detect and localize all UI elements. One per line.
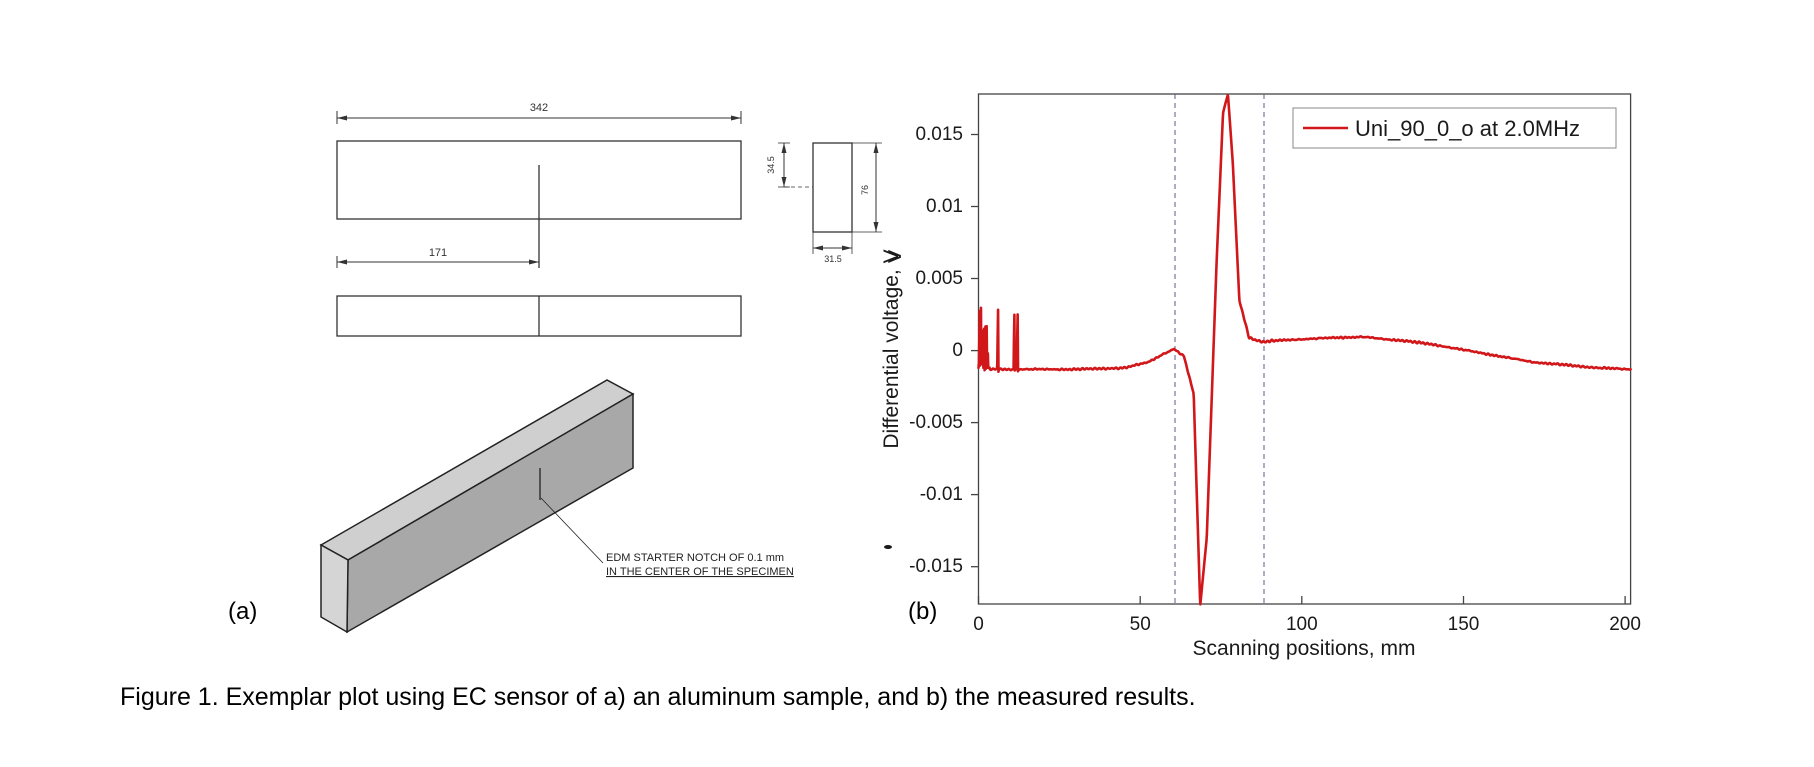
svg-text:EDM STARTER NOTCH OF 0.1 mm: EDM STARTER NOTCH OF 0.1 mm [606,552,784,564]
svg-text:50: 50 [1130,614,1151,635]
svg-text:342: 342 [530,102,548,114]
svg-text:171: 171 [429,247,447,259]
svg-text:31.5: 31.5 [824,254,842,264]
svg-text:-0.01: -0.01 [920,484,963,505]
svg-text:34.5: 34.5 [766,156,776,174]
svg-text:76: 76 [860,185,870,195]
svg-text:-0.015: -0.015 [909,556,963,577]
svg-text:0.01: 0.01 [926,196,963,217]
svg-text:0.015: 0.015 [915,124,963,145]
svg-text:100: 100 [1286,614,1318,635]
svg-text:0.005: 0.005 [915,268,963,289]
svg-text:Scanning positions, mm: Scanning positions, mm [1193,637,1416,660]
svg-text:IN THE CENTER OF THE SPECIMEN: IN THE CENTER OF THE SPECIMEN [606,566,794,578]
svg-text:-0.005: -0.005 [909,412,963,433]
svg-text:200: 200 [1609,614,1641,635]
svg-text:150: 150 [1448,614,1480,635]
svg-text:Uni_90_0_o at 2.0MHz: Uni_90_0_o at 2.0MHz [1355,116,1580,141]
svg-text:Differential voltage, V: Differential voltage, V [880,249,903,448]
svg-text:0: 0 [952,340,963,361]
svg-text:0: 0 [973,614,984,635]
